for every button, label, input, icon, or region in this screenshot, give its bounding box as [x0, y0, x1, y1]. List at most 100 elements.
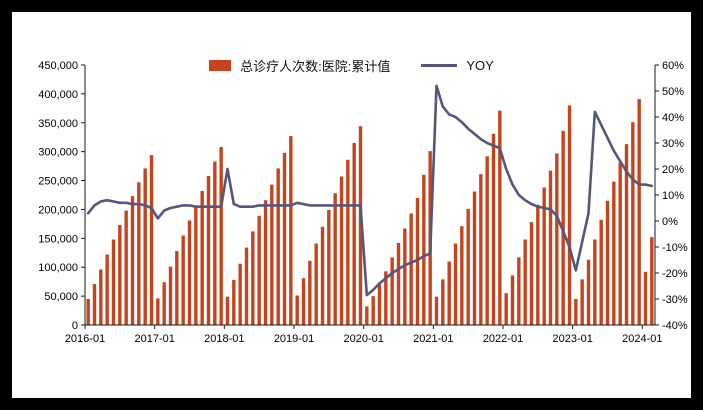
bar [631, 122, 635, 325]
bar [162, 282, 166, 325]
y-right-tick-label: 20% [662, 164, 684, 176]
bar [485, 156, 489, 325]
y-left-tick-label: 100,000 [38, 262, 78, 274]
bar [92, 283, 97, 325]
chart-svg: 450,000 400,000 350,000 300,000 250,000 200,0… [38, 60, 688, 345]
bar [301, 278, 306, 325]
y-left-tick-label: 150,000 [38, 233, 78, 245]
bar [168, 266, 173, 325]
bar [206, 175, 211, 325]
bar [574, 299, 578, 325]
y-left-tick-label: 250,000 [38, 176, 78, 188]
y-right-tick-label: 10% [662, 190, 684, 202]
chart-card: 总诊疗人次数:医院:累计值 YOY 450,000 400,000 350,000 3… [12, 12, 691, 398]
bar [460, 226, 464, 325]
bar [377, 284, 382, 325]
y-right-tick-label: -30% [662, 294, 688, 306]
x-tick-label: 2021-01 [413, 333, 453, 345]
bar [149, 155, 154, 325]
bar [99, 269, 103, 325]
bar [137, 182, 141, 325]
bar [130, 196, 135, 325]
bar [618, 162, 622, 325]
bar [586, 259, 591, 325]
bar [371, 296, 375, 325]
y-left-tick-label: 50,000 [44, 291, 78, 303]
bar [599, 219, 603, 325]
bar [194, 205, 198, 325]
bar [472, 191, 477, 325]
line-series-swatch-icon [421, 64, 458, 67]
yoy-line [86, 84, 654, 297]
bar [580, 279, 584, 325]
y-right-tick-label: 60% [662, 60, 684, 72]
y-right-tick-label: -10% [662, 242, 688, 254]
bar [523, 239, 527, 325]
bar [612, 181, 616, 325]
bar [491, 133, 496, 325]
bar [605, 200, 610, 325]
bar [561, 130, 565, 325]
y-left-tick-label: 400,000 [38, 89, 78, 101]
bar [244, 247, 249, 325]
x-tick-label: 2017-01 [134, 333, 174, 345]
bar [263, 200, 268, 325]
bar [447, 261, 451, 325]
bar [308, 260, 312, 325]
bar [384, 271, 388, 325]
bar [270, 184, 274, 325]
bar [314, 243, 318, 325]
bar [346, 159, 350, 325]
bar [118, 225, 122, 325]
bar [624, 144, 629, 325]
bar-series-swatch-icon [209, 60, 232, 71]
bar [327, 210, 331, 325]
x-tick-label: 2023-01 [552, 333, 592, 345]
bar [542, 187, 546, 325]
x-tick-label: 2019-01 [274, 333, 314, 345]
bar [276, 168, 280, 325]
y-left-tick-label: 0 [72, 320, 78, 332]
bar [498, 110, 502, 325]
y-right-tick-label: 40% [662, 112, 684, 124]
bar [434, 296, 439, 325]
bar [517, 257, 521, 325]
bars-group [86, 99, 654, 326]
bar [282, 152, 287, 325]
bar [409, 213, 413, 325]
x-tick-label: 2024-01 [622, 333, 662, 345]
bar [365, 306, 369, 325]
y-left-tick-label: 200,000 [38, 204, 78, 216]
bar [225, 296, 230, 325]
bar [555, 153, 559, 325]
bar [251, 231, 255, 325]
bar [396, 242, 401, 325]
bar [479, 174, 483, 325]
bar [567, 105, 572, 325]
line-series-label: YOY [466, 58, 494, 73]
bar [181, 235, 185, 325]
bar [213, 161, 217, 325]
bar [529, 222, 534, 325]
y-right-tick-label: 50% [662, 86, 684, 98]
bar [536, 204, 540, 325]
bar [86, 299, 90, 325]
y-left-tick-label: 450,000 [38, 60, 78, 72]
bar [453, 243, 458, 325]
bar [175, 251, 179, 325]
bar [403, 228, 407, 325]
bar [441, 279, 445, 325]
bar [124, 210, 128, 325]
x-axis-labels: 2016-01 2017-01 2018-01 2019-01 2020-01 2021-… [65, 325, 663, 345]
bar [238, 263, 242, 325]
y-right-tick-label: 0% [662, 216, 678, 228]
bar [415, 197, 420, 325]
bar-series-label: 总诊疗人次数:医院:累计值 [240, 59, 391, 74]
right-axis-labels: 60% 50% 40% 30% 20% 10% 0% -10% -20% -30% -40% [655, 60, 688, 332]
x-tick-label: 2020-01 [343, 333, 383, 345]
bar [289, 136, 293, 325]
x-tick-label: 2018-01 [204, 333, 244, 345]
bar [187, 220, 192, 325]
bar [352, 143, 356, 325]
